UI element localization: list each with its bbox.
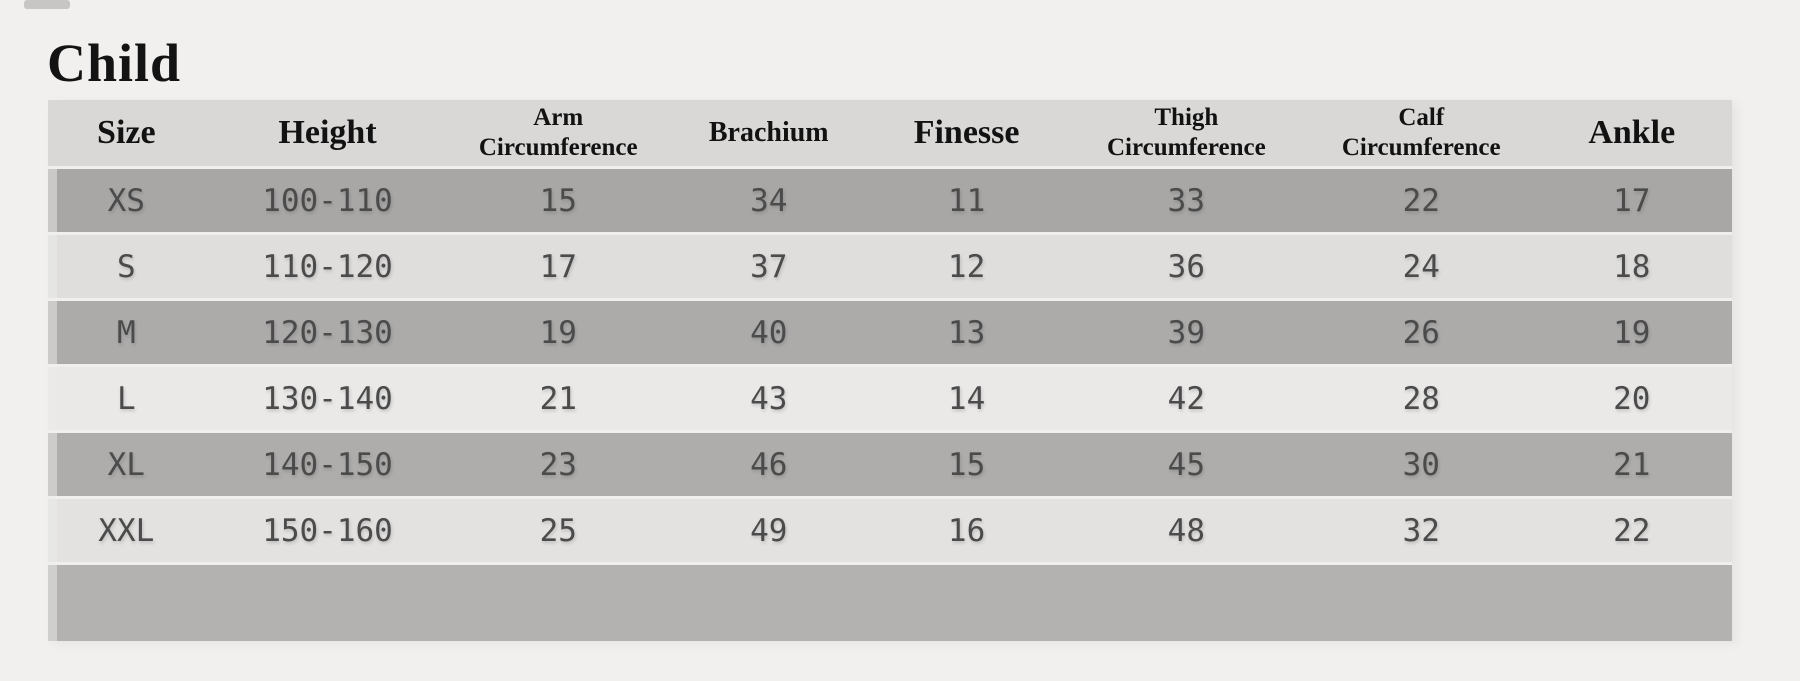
table-row-xxl: XXL 150-160 25 49 16 48 32 22 [48,496,1732,564]
cell-height: 140-150 [204,430,451,498]
cell-size: L [48,364,205,432]
cell-brachium: 34 [666,166,872,234]
cell-thigh: 39 [1061,298,1311,366]
cell-size: S [48,232,205,300]
column-header-brachium: Brachium [666,100,872,168]
cell-calf: 26 [1310,298,1532,366]
empty-footer-cell [48,562,1732,641]
table-row-l: L 130-140 21 43 14 42 28 20 [48,364,1732,432]
cell-brachium: 46 [666,430,872,498]
cell-thigh: 48 [1061,496,1311,564]
scan-artifact [24,0,70,9]
header-label: Calf [1398,104,1445,131]
table-row-xs: XS 100-110 15 34 11 33 22 17 [48,166,1732,234]
cell-arm: 17 [450,232,667,300]
cell-height: 110-120 [204,232,451,300]
cell-finesse: 12 [871,232,1062,300]
table-row-m: M 120-130 19 40 13 39 26 19 [48,298,1732,366]
column-header-finesse: Finesse [871,100,1062,168]
cell-thigh: 36 [1061,232,1311,300]
cell-thigh: 45 [1061,430,1311,498]
cell-ankle: 21 [1531,430,1732,498]
cell-height: 150-160 [204,496,451,564]
cell-height: 120-130 [204,298,451,366]
cell-brachium: 43 [666,364,872,432]
cell-arm: 23 [450,430,667,498]
cell-height: 100-110 [204,166,451,234]
header-row: Size Height Arm Circumference Brachium Fi… [48,100,1732,168]
cell-calf: 32 [1310,496,1532,564]
header-label: Arm [533,104,584,131]
size-table: Size Height Arm Circumference Brachium Fi… [48,100,1732,641]
footer-band [48,562,1732,641]
cell-ankle: 17 [1531,166,1732,234]
table-row-xl: XL 140-150 23 46 15 45 30 21 [48,430,1732,498]
header-label: Ankle [1588,114,1676,151]
column-header-height: Height [204,100,451,168]
table-row-s: S 110-120 17 37 12 36 24 18 [48,232,1732,300]
cell-finesse: 14 [871,364,1062,432]
cell-calf: 24 [1310,232,1532,300]
cell-finesse: 13 [871,298,1062,366]
cell-arm: 21 [450,364,667,432]
cell-ankle: 18 [1531,232,1732,300]
cell-arm: 19 [450,298,667,366]
cell-size: XXL [48,496,205,564]
cell-size: M [48,298,205,366]
cell-height: 130-140 [204,364,451,432]
cell-brachium: 40 [666,298,872,366]
header-label: Size [97,114,156,151]
column-header-calf-circumference: Calf Circumference [1310,100,1532,168]
cell-size: XS [48,166,205,234]
cell-size: XL [48,430,205,498]
header-label: Finesse [913,114,1020,151]
cell-arm: 25 [450,496,667,564]
cell-ankle: 19 [1531,298,1732,366]
cell-finesse: 16 [871,496,1062,564]
header-label: Height [278,114,377,151]
cell-calf: 22 [1310,166,1532,234]
cell-brachium: 37 [666,232,872,300]
header-label: Brachium [708,117,829,149]
header-label: Thigh [1154,104,1219,131]
cell-arm: 15 [450,166,667,234]
cell-thigh: 33 [1061,166,1311,234]
column-header-arm-circumference: Arm Circumference [450,100,667,168]
page-title: Child [47,33,182,93]
cell-ankle: 20 [1531,364,1732,432]
column-header-size: Size [48,100,205,168]
cell-brachium: 49 [666,496,872,564]
cell-finesse: 15 [871,430,1062,498]
cell-calf: 28 [1310,364,1532,432]
cell-ankle: 22 [1531,496,1732,564]
cell-thigh: 42 [1061,364,1311,432]
cell-calf: 30 [1310,430,1532,498]
cell-finesse: 11 [871,166,1062,234]
column-header-ankle: Ankle [1531,100,1732,168]
column-header-thigh-circumference: Thigh Circumference [1061,100,1311,168]
